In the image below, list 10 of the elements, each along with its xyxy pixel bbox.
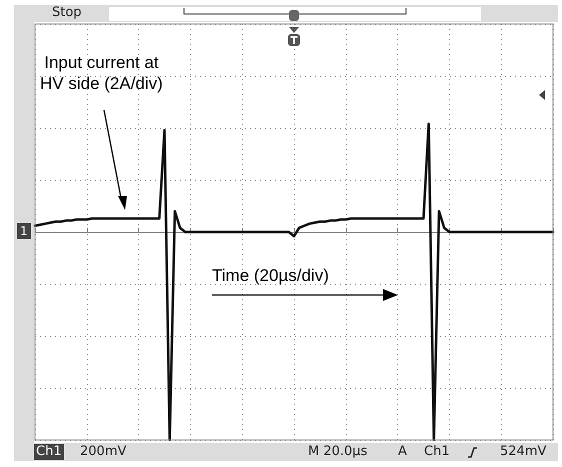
text: Input current at HV side (2A/div) xyxy=(40,52,163,94)
text: Ch1 xyxy=(34,444,64,460)
text: 1 xyxy=(17,223,31,239)
annotation: Time (20µs/div) xyxy=(212,265,329,286)
text: 200mV xyxy=(80,444,126,460)
text: Stop xyxy=(52,5,82,21)
text: M 20.0µs xyxy=(308,444,368,460)
text: Ch1 xyxy=(424,444,450,460)
text: A xyxy=(398,444,407,460)
text: 524mV xyxy=(500,444,546,460)
